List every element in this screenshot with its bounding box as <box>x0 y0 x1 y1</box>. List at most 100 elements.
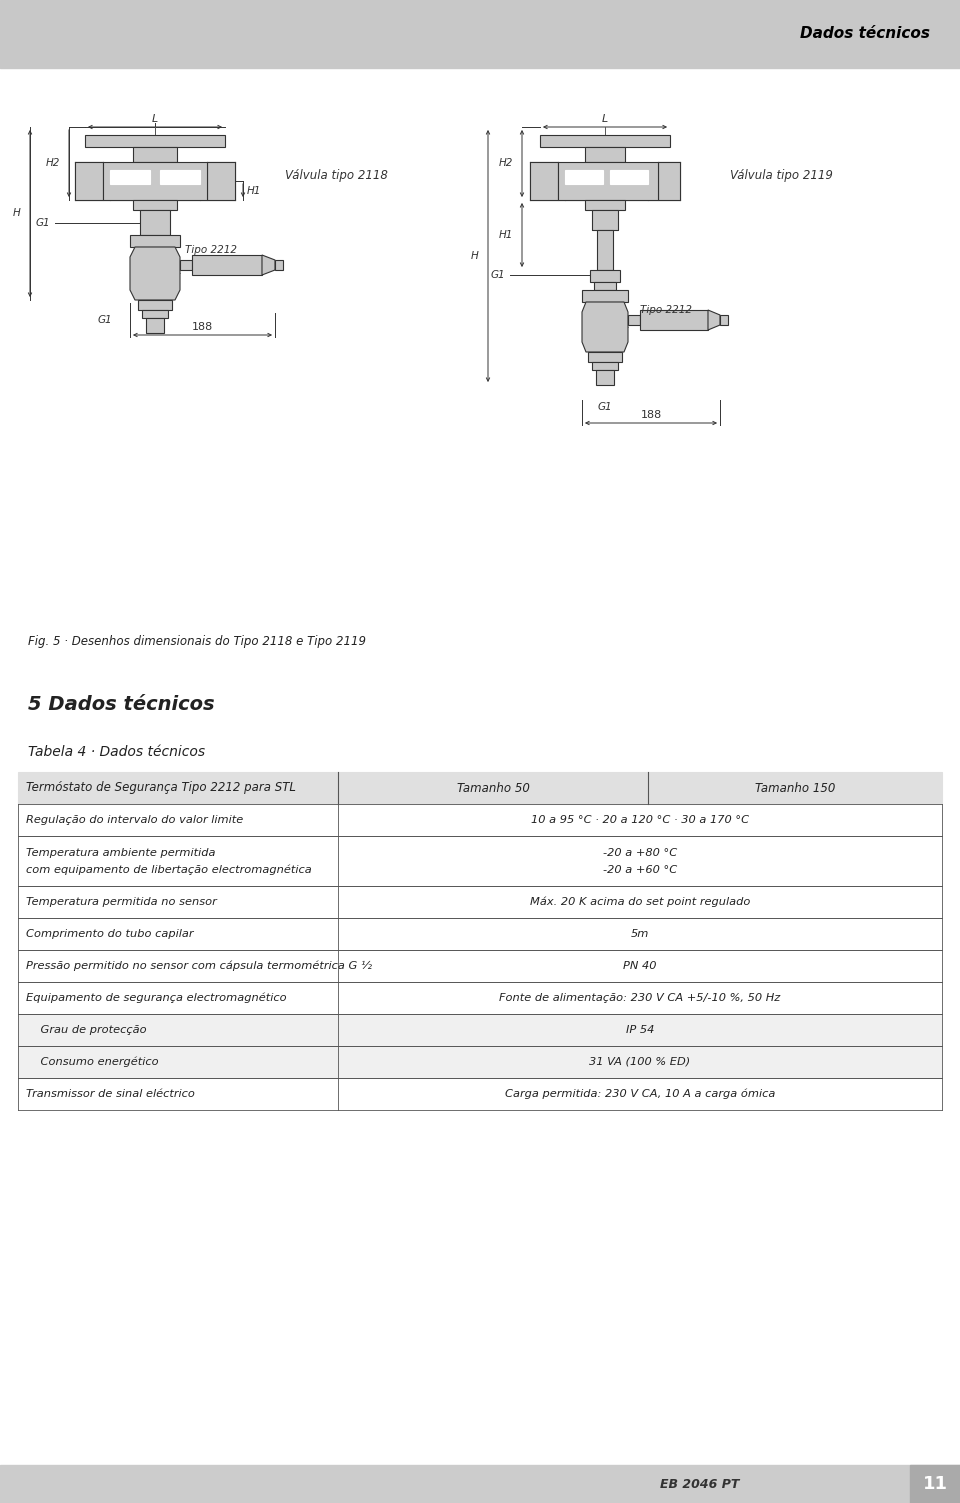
Bar <box>133 147 177 162</box>
Text: Consumo energético: Consumo energético <box>26 1057 158 1067</box>
Text: Transmissor de sinal eléctrico: Transmissor de sinal eléctrico <box>26 1090 195 1099</box>
Text: Válvula tipo 2118: Válvula tipo 2118 <box>285 168 388 182</box>
Text: PN 40: PN 40 <box>623 960 657 971</box>
Bar <box>160 170 200 183</box>
Bar <box>0 1465 960 1503</box>
Bar <box>18 981 942 1015</box>
Bar <box>640 310 708 331</box>
Text: Fonte de alimentação: 230 V CA +5/-10 %, 50 Hz: Fonte de alimentação: 230 V CA +5/-10 %,… <box>499 993 780 1003</box>
Text: 31 VA (100 % ED): 31 VA (100 % ED) <box>589 1057 690 1067</box>
Bar <box>192 256 262 275</box>
Text: H2: H2 <box>498 158 513 168</box>
Bar <box>530 162 558 200</box>
Bar <box>592 362 618 370</box>
Bar <box>0 0 960 68</box>
Bar <box>565 170 603 183</box>
Text: G1: G1 <box>98 316 112 325</box>
Bar <box>275 260 283 271</box>
Bar <box>18 885 942 918</box>
Bar <box>18 773 942 804</box>
Text: G1: G1 <box>36 218 50 228</box>
Text: H: H <box>12 209 20 218</box>
Text: 188: 188 <box>640 410 661 419</box>
Bar <box>588 352 622 362</box>
Bar <box>75 162 103 200</box>
Text: com equipamento de libertação electromagnética: com equipamento de libertação electromag… <box>26 864 312 875</box>
Text: Tipo 2212: Tipo 2212 <box>185 245 237 256</box>
Bar <box>18 804 942 836</box>
Bar <box>18 1046 942 1078</box>
Text: Dados técnicos: Dados técnicos <box>800 27 930 42</box>
Bar <box>85 135 225 147</box>
Bar <box>610 170 648 183</box>
Text: Regulação do intervalo do valor limite: Regulação do intervalo do valor limite <box>26 815 243 825</box>
Text: 11: 11 <box>923 1474 948 1492</box>
Bar <box>18 950 942 981</box>
Text: Pressão permitido no sensor com cápsula termométrica G ½: Pressão permitido no sensor com cápsula … <box>26 960 372 971</box>
Bar <box>142 310 168 319</box>
Bar <box>133 200 177 210</box>
Bar <box>18 1078 942 1111</box>
Text: H2: H2 <box>46 158 60 168</box>
Bar <box>658 162 680 200</box>
Bar <box>592 210 618 230</box>
Text: Fig. 5 · Desenhos dimensionais do Tipo 2118 e Tipo 2119: Fig. 5 · Desenhos dimensionais do Tipo 2… <box>28 636 366 648</box>
Text: Equipamento de segurança electromagnético: Equipamento de segurança electromagnétic… <box>26 993 287 1003</box>
Text: L: L <box>152 114 158 125</box>
Text: Carga permitida: 230 V CA, 10 A a carga ómica: Carga permitida: 230 V CA, 10 A a carga … <box>505 1088 775 1099</box>
Text: Tamanho 50: Tamanho 50 <box>457 782 529 795</box>
Text: Temperatura ambiente permitida: Temperatura ambiente permitida <box>26 848 215 858</box>
Text: Comprimento do tubo capilar: Comprimento do tubo capilar <box>26 929 194 939</box>
Text: H1: H1 <box>247 185 261 195</box>
Bar <box>18 836 942 885</box>
Bar <box>103 162 207 200</box>
Text: -20 a +60 °C: -20 a +60 °C <box>603 866 677 875</box>
Bar <box>18 86 942 660</box>
Text: L: L <box>602 114 608 125</box>
Bar <box>585 200 625 210</box>
Text: 5m: 5m <box>631 929 649 939</box>
Text: -20 a +80 °C: -20 a +80 °C <box>603 848 677 858</box>
Bar <box>18 1015 942 1046</box>
Bar <box>140 210 170 234</box>
Polygon shape <box>130 246 180 301</box>
Bar <box>18 918 942 950</box>
Bar <box>628 316 640 325</box>
Text: G1: G1 <box>491 271 505 280</box>
Text: G1: G1 <box>598 401 612 412</box>
Bar <box>597 230 613 271</box>
Bar <box>585 147 625 162</box>
Bar <box>596 370 614 385</box>
Text: 5 Dados técnicos: 5 Dados técnicos <box>28 694 215 714</box>
Bar <box>582 290 628 302</box>
Bar <box>180 260 192 271</box>
Polygon shape <box>262 256 275 275</box>
Bar <box>110 170 150 183</box>
Bar <box>594 283 616 290</box>
Text: IP 54: IP 54 <box>626 1025 654 1036</box>
Text: H: H <box>470 251 478 262</box>
Text: Grau de protecção: Grau de protecção <box>26 1025 147 1036</box>
Bar <box>146 319 164 334</box>
Bar <box>207 162 235 200</box>
Bar <box>540 135 670 147</box>
Text: Tamanho 150: Tamanho 150 <box>755 782 835 795</box>
Bar <box>720 316 728 325</box>
Bar <box>558 162 658 200</box>
Bar <box>910 1465 960 1503</box>
Text: H1: H1 <box>498 230 513 240</box>
Polygon shape <box>582 302 628 352</box>
Text: Tipo 2212: Tipo 2212 <box>640 305 692 316</box>
Text: Termóstato de Segurança Tipo 2212 para STL: Termóstato de Segurança Tipo 2212 para S… <box>26 782 296 795</box>
Text: Válvula tipo 2119: Válvula tipo 2119 <box>730 168 833 182</box>
Text: Tabela 4 · Dados técnicos: Tabela 4 · Dados técnicos <box>28 745 205 759</box>
Polygon shape <box>708 310 720 331</box>
Text: 10 a 95 °C · 20 a 120 °C · 30 a 170 °C: 10 a 95 °C · 20 a 120 °C · 30 a 170 °C <box>531 815 749 825</box>
Bar <box>130 234 180 246</box>
Bar <box>590 271 620 283</box>
Bar <box>138 301 172 310</box>
Text: Máx. 20 K acima do set point regulado: Máx. 20 K acima do set point regulado <box>530 897 750 908</box>
Text: EB 2046 PT: EB 2046 PT <box>660 1477 739 1491</box>
Text: Temperatura permitida no sensor: Temperatura permitida no sensor <box>26 897 217 906</box>
Text: 188: 188 <box>191 322 212 332</box>
